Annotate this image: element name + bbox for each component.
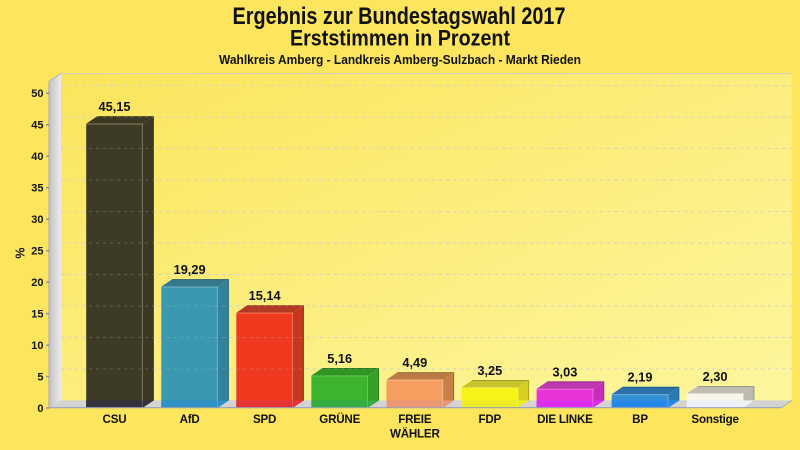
svg-text:25: 25 — [31, 246, 43, 258]
svg-text:40: 40 — [31, 151, 43, 163]
svg-text:2,30: 2,30 — [703, 369, 728, 384]
svg-text:FREIE: FREIE — [398, 413, 432, 426]
svg-text:CSU: CSU — [103, 413, 127, 426]
svg-text:Sonstige: Sonstige — [691, 413, 739, 426]
svg-text:15,14: 15,14 — [249, 288, 282, 303]
svg-text:SPD: SPD — [253, 413, 276, 426]
svg-text:5,16: 5,16 — [327, 351, 352, 366]
svg-text:3,03: 3,03 — [552, 364, 577, 379]
svg-text:10: 10 — [31, 340, 43, 352]
svg-text:DIE LINKE: DIE LINKE — [537, 413, 593, 426]
svg-text:Wahlkreis Amberg - Landkreis A: Wahlkreis Amberg - Landkreis Amberg-Sulz… — [219, 52, 581, 67]
svg-text:AfD: AfD — [180, 413, 200, 426]
svg-text:0: 0 — [37, 403, 43, 415]
svg-text:BP: BP — [632, 413, 648, 426]
svg-text:50: 50 — [31, 88, 43, 100]
svg-text:35: 35 — [31, 183, 43, 195]
svg-text:2,19: 2,19 — [628, 370, 653, 385]
svg-text:Ergebnis zur Bundestagswahl 20: Ergebnis zur Bundestagswahl 2017 — [233, 3, 566, 30]
svg-text:FDP: FDP — [479, 413, 502, 426]
svg-text:19,29: 19,29 — [174, 262, 206, 277]
svg-text:45: 45 — [31, 120, 43, 132]
svg-text:45,15: 45,15 — [98, 99, 130, 114]
svg-text:20: 20 — [31, 277, 43, 289]
svg-text:Erststimmen in Prozent: Erststimmen in Prozent — [290, 26, 511, 51]
svg-text:3,25: 3,25 — [477, 363, 502, 378]
svg-text:30: 30 — [31, 214, 43, 226]
svg-text:15: 15 — [31, 309, 43, 321]
svg-text:GRÜNE: GRÜNE — [319, 413, 360, 426]
svg-text:5: 5 — [37, 371, 43, 383]
svg-text:WÄHLER: WÄHLER — [390, 428, 441, 441]
svg-text:%: % — [14, 247, 28, 258]
svg-text:4,49: 4,49 — [402, 355, 427, 370]
